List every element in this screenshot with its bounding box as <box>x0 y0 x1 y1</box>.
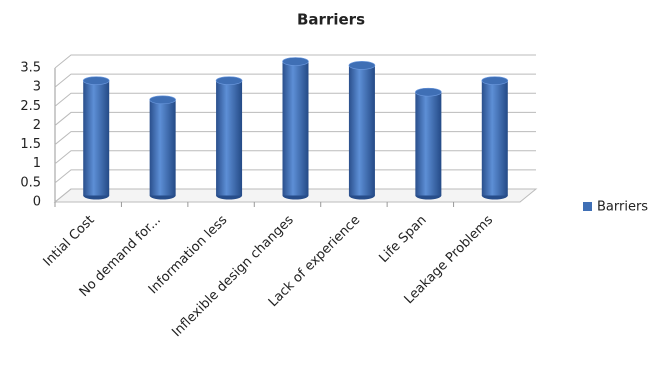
grid-line <box>54 150 536 165</box>
x-tick-label: Intial Cost <box>41 213 98 270</box>
y-tick-label: 1.5 <box>20 137 41 152</box>
bar-top <box>82 76 110 85</box>
bar <box>149 99 176 196</box>
bar-top <box>282 57 309 66</box>
grid-line <box>54 188 536 203</box>
legend-swatch <box>583 202 592 211</box>
bar-top <box>348 61 376 70</box>
grid-line <box>54 169 536 184</box>
bar-top <box>481 76 509 85</box>
y-tick-label: 0.5 <box>20 175 41 190</box>
grid-line <box>54 73 536 88</box>
bar-top <box>215 76 243 85</box>
chart-title: Barriers <box>297 11 365 29</box>
bar-top <box>149 95 176 105</box>
bar <box>415 92 442 196</box>
bar <box>216 80 243 196</box>
x-tick-label: Inflexible design changes <box>169 213 297 341</box>
grid-line <box>54 131 536 145</box>
bar-top <box>415 87 442 97</box>
y-tick-label: 0 <box>33 195 41 210</box>
y-tick-label: 1 <box>33 156 41 171</box>
bar <box>481 80 508 196</box>
y-tick-label: 3.5 <box>20 61 41 76</box>
grid-line <box>54 111 536 126</box>
legend-label: Barriers <box>597 200 648 215</box>
bar <box>348 65 375 196</box>
bar <box>282 61 309 196</box>
grid-line <box>54 54 536 69</box>
y-tick-label: 3 <box>33 80 41 95</box>
y-tick-label: 2.5 <box>20 99 41 114</box>
bar <box>83 80 110 196</box>
x-tick-label: Life Span <box>376 213 429 266</box>
y-tick-label: 2 <box>33 118 41 133</box>
grid-line <box>54 92 536 107</box>
